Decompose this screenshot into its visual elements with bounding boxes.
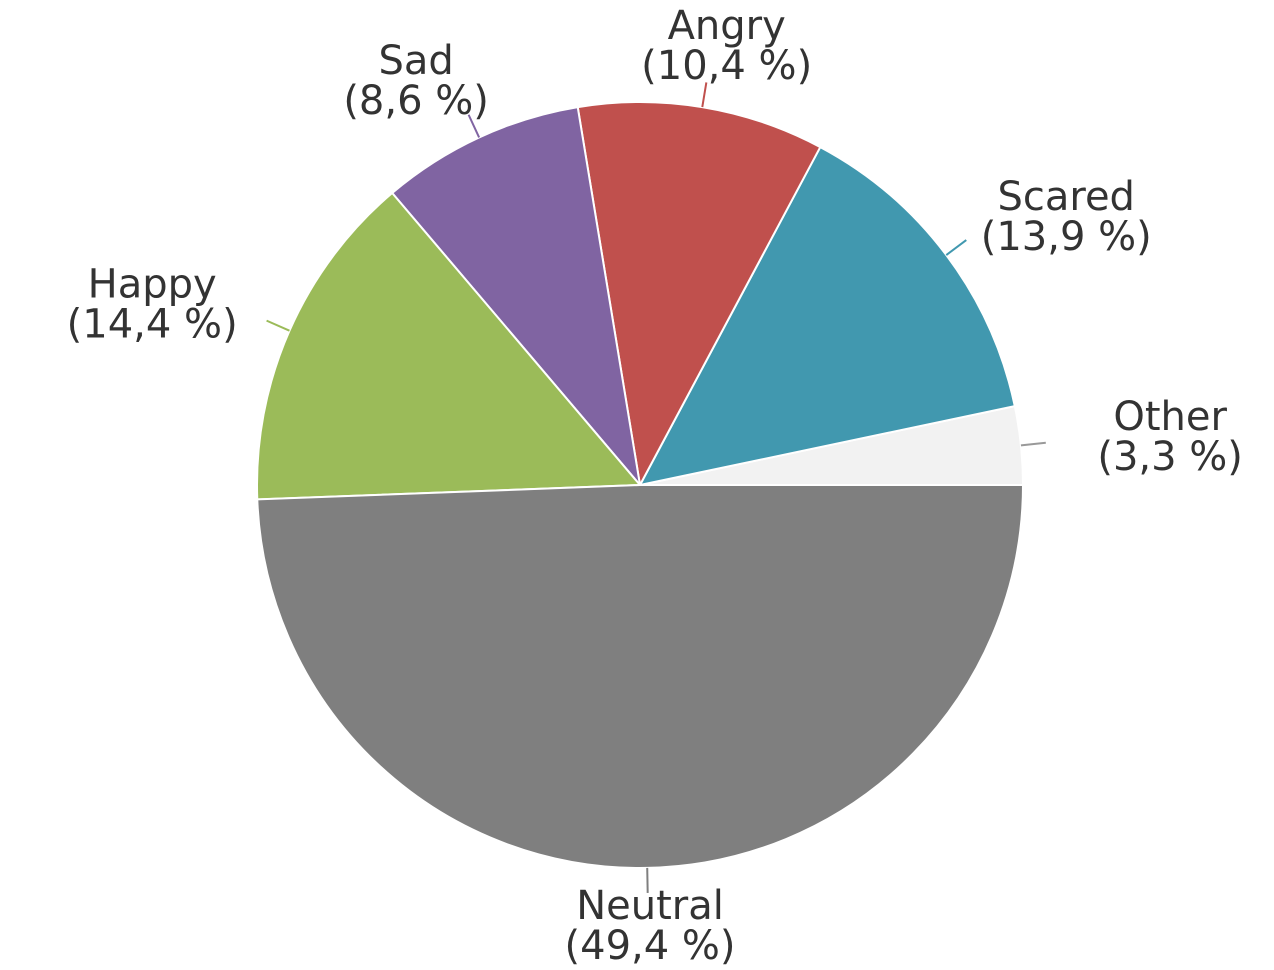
pie-slice	[256, 484, 1025, 870]
slice-label: Scared	[997, 174, 1134, 220]
leader-line	[266, 319, 290, 332]
slice-label: Other	[1113, 394, 1227, 440]
slice-label: Sad	[378, 38, 453, 84]
slice-label: Angry	[668, 3, 786, 49]
slice-value-label: (8,6 %)	[343, 78, 489, 124]
slice-value-label: (10,4 %)	[641, 43, 812, 89]
pie-slice	[638, 145, 1016, 487]
slice-value-label: (49,4 %)	[565, 923, 736, 969]
leader-line	[1020, 441, 1046, 447]
leader-line	[467, 114, 481, 138]
leader-line	[701, 82, 708, 108]
pie-slice	[256, 191, 643, 501]
slice-label: Neutral	[576, 883, 724, 929]
leader-line	[945, 239, 967, 256]
slice-value-label: (13,9 %)	[981, 214, 1152, 260]
slice-value-label: (3,3 %)	[1097, 434, 1243, 480]
pie-slice	[390, 105, 642, 489]
slice-label: Happy	[88, 262, 217, 308]
slice-value-label: (14,4 %)	[67, 302, 238, 348]
